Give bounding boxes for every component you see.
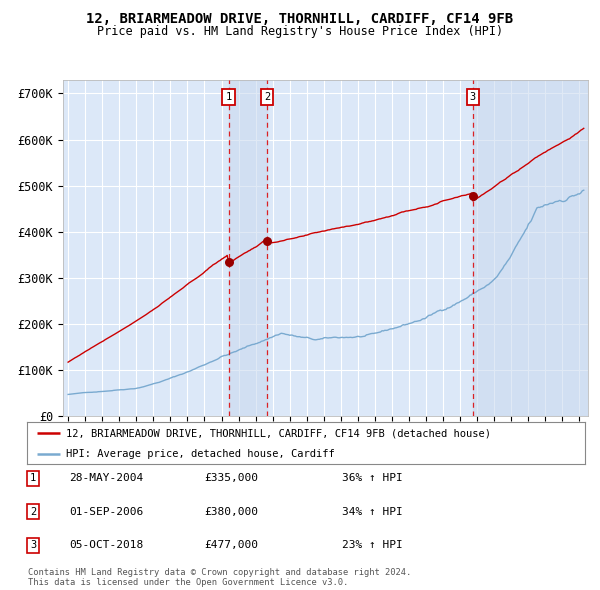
Text: This data is licensed under the Open Government Licence v3.0.: This data is licensed under the Open Gov… — [28, 578, 349, 587]
Text: 05-OCT-2018: 05-OCT-2018 — [69, 540, 143, 550]
Text: 01-SEP-2006: 01-SEP-2006 — [69, 507, 143, 517]
Text: £380,000: £380,000 — [204, 507, 258, 517]
Text: HPI: Average price, detached house, Cardiff: HPI: Average price, detached house, Card… — [66, 449, 335, 458]
Text: 3: 3 — [470, 91, 476, 101]
Text: 2: 2 — [264, 91, 270, 101]
Text: Price paid vs. HM Land Registry's House Price Index (HPI): Price paid vs. HM Land Registry's House … — [97, 25, 503, 38]
Text: £335,000: £335,000 — [204, 473, 258, 483]
Text: 28-MAY-2004: 28-MAY-2004 — [69, 473, 143, 483]
Text: Contains HM Land Registry data © Crown copyright and database right 2024.: Contains HM Land Registry data © Crown c… — [28, 568, 412, 577]
Text: 3: 3 — [30, 540, 36, 550]
Text: 36% ↑ HPI: 36% ↑ HPI — [342, 473, 403, 483]
Text: 12, BRIARMEADOW DRIVE, THORNHILL, CARDIFF, CF14 9FB: 12, BRIARMEADOW DRIVE, THORNHILL, CARDIF… — [86, 12, 514, 26]
Text: 1: 1 — [30, 473, 36, 483]
Text: £477,000: £477,000 — [204, 540, 258, 550]
Text: 1: 1 — [226, 91, 232, 101]
Text: 2: 2 — [30, 507, 36, 517]
Text: 23% ↑ HPI: 23% ↑ HPI — [342, 540, 403, 550]
Bar — [473, 80, 588, 416]
Bar — [229, 80, 267, 416]
Text: 34% ↑ HPI: 34% ↑ HPI — [342, 507, 403, 517]
Text: 12, BRIARMEADOW DRIVE, THORNHILL, CARDIFF, CF14 9FB (detached house): 12, BRIARMEADOW DRIVE, THORNHILL, CARDIF… — [66, 428, 491, 438]
